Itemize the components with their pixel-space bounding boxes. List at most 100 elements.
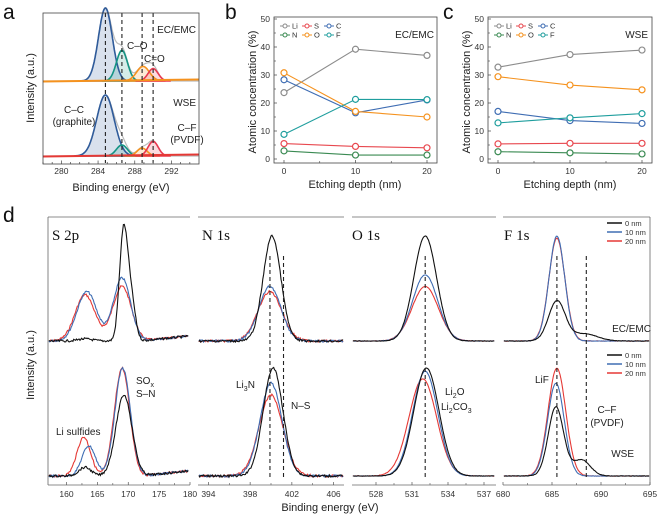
b-legend-marker-F (326, 32, 332, 38)
c-x-tick-label: 20 (637, 166, 647, 176)
b-line-Li (283, 48, 428, 94)
b-y-tick-label: 30 (261, 70, 271, 80)
d-label-sn: S–N (136, 389, 155, 400)
c-legend-marker-S (518, 23, 524, 29)
a-label-pvdf: (PVDF) (170, 135, 203, 146)
c-series (494, 46, 646, 158)
b-point-O (351, 107, 360, 116)
d-curve-n1s-ecemc-20nm (198, 289, 344, 344)
d-label-li2co3: Li2CO3 (441, 402, 472, 415)
a-peak-fill (135, 68, 171, 81)
c-legend-marker-N (496, 32, 502, 38)
d-label-pvdf: (PVDF) (590, 418, 623, 429)
c-point-N (566, 149, 574, 157)
a-baseline (42, 153, 200, 158)
b-y-tick-label: 20 (261, 98, 271, 108)
b-point-O (423, 113, 431, 121)
d-curve-o1s-ecemc-10nm (352, 274, 495, 342)
a-tick-label: 292 (164, 166, 178, 176)
a-label-ecemc: EC/EMC (157, 25, 196, 36)
panel-b-ecemc-concentration: 0 10 20 30 40 50 0 10 20 Li S C N O F EC/EMC Etching … (247, 14, 438, 191)
c-x-tick-label: 10 (565, 166, 575, 176)
d-x-tick-label: 165 (90, 489, 104, 499)
d-label-ns: N–S (291, 401, 311, 412)
a-peak-fill (120, 66, 166, 81)
a-tick-label: 280 (54, 166, 68, 176)
b-legend-label-F: F (336, 31, 341, 40)
legend-label-20nm-wse: 20 nm (625, 369, 646, 378)
d-curve-s2p-wse-0nm (48, 394, 189, 478)
c-legend-label-S: S (528, 22, 533, 31)
d-label-li2co3-sub2: 3 (468, 408, 472, 415)
a-label-ceqo: C=O (144, 54, 165, 65)
a-label-cf: C–F (178, 123, 197, 134)
d-curve-o1s-ecemc-20nm (352, 285, 495, 342)
panel-a-c1s-fit: 280 284 288 292 Binding energy (eV) Intensi… (25, 7, 204, 194)
a-y-axis-label: Intensity (a.u.) (25, 53, 37, 123)
a-label-wse: WSE (173, 98, 196, 109)
b-point-N (351, 151, 360, 159)
d-label-cf: C–F (598, 405, 617, 416)
c-point-S (638, 139, 646, 147)
c-y-axis-label: Atomic concentration (%) (461, 31, 473, 154)
c-point-F (494, 119, 502, 127)
b-point-F (280, 130, 288, 138)
panel-letter-c: c (443, 1, 454, 24)
b-line-F (283, 98, 428, 135)
d-x-tick-label: 402 (285, 489, 299, 499)
b-y-tick-label: 0 (265, 154, 270, 164)
d-curve-o1s-ecemc-0nm (352, 235, 495, 342)
b-legend-marker-C (326, 23, 332, 29)
c-legend-label-C: C (550, 22, 556, 31)
d-label-li3n-b: N (248, 380, 255, 391)
d-curve-n1s-ecemc-10nm (198, 285, 344, 344)
d-title-o1s: O 1s (352, 228, 380, 244)
b-legend-label-Li: Li (292, 22, 298, 31)
b-axes-ticks: 0 10 20 30 40 50 0 10 20 (261, 14, 432, 176)
d-label-sox-text: SO (136, 376, 151, 387)
d-label-li2o: Li2O (445, 387, 465, 400)
d-curve-o1s-wse-10nm (352, 370, 495, 477)
d-curve-n1s-ecemc-0nm (198, 234, 344, 344)
b-point-Li (423, 51, 431, 60)
c-y-tick-label: 10 (475, 126, 485, 136)
d-x-tick-label: 170 (121, 489, 135, 499)
d-title-n1s: N 1s (202, 228, 230, 244)
b-legend-label-O: O (314, 31, 320, 40)
c-point-F (638, 110, 646, 118)
d-label-li2o-a: Li (445, 387, 453, 398)
d-label-li3n-sub: 3 (244, 386, 248, 393)
b-y-tick-label: 10 (261, 126, 271, 136)
a-peak-wse-c-c (74, 94, 137, 157)
c-point-O (566, 81, 574, 89)
b-series (280, 45, 431, 159)
b-x-tick-label: 10 (351, 166, 361, 176)
a-label-graphite: (graphite) (53, 117, 96, 128)
c-point-Li (566, 50, 574, 59)
c-point-C (494, 107, 502, 116)
legend-label-20nm: 20 nm (625, 237, 646, 246)
b-legend: Li S C N O F (280, 22, 342, 40)
b-legend-marker-O (304, 32, 310, 38)
d-x-tick-label: 695 (643, 489, 657, 499)
d-label-li2o-sub: 2 (453, 393, 457, 400)
d-x-tick-label: 406 (326, 489, 340, 499)
b-legend-label-N: N (292, 31, 297, 40)
c-point-S (494, 140, 502, 148)
a-label-co: C–O (127, 41, 148, 52)
c-legend-marker-Li (496, 23, 502, 29)
d-x-tick-label: 528 (369, 489, 383, 499)
d-curve-o1s-wse-0nm (352, 367, 495, 477)
c-point-F (566, 114, 574, 122)
b-point-F (423, 96, 431, 104)
b-x-tick-label: 0 (282, 166, 287, 176)
d-x-tick-label: 690 (594, 489, 608, 499)
c-y-tick-label: 40 (475, 42, 485, 52)
c-x-tick-label: 0 (496, 166, 501, 176)
d-legend-top: 0 nm 10 nm 20 nm (607, 219, 646, 246)
c-x-axis-label: Etching depth (nm) (524, 179, 617, 191)
c-point-Li (494, 63, 502, 71)
c-title: WSE (625, 30, 648, 41)
d-label-li3n-a: Li (236, 380, 244, 391)
c-y-tick-label: 20 (475, 98, 485, 108)
